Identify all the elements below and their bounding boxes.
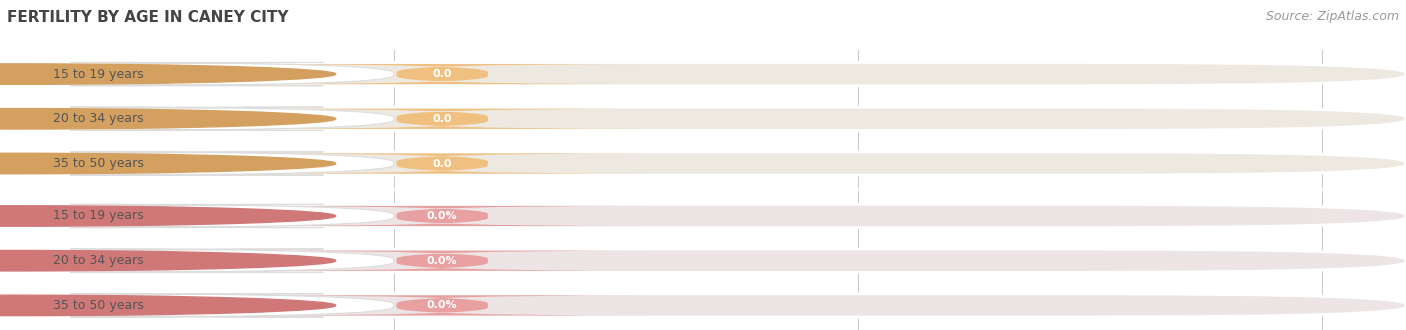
- Text: 0.0%: 0.0%: [427, 256, 457, 266]
- Text: 20 to 34 years: 20 to 34 years: [53, 112, 143, 125]
- Text: 0.0: 0.0: [433, 69, 451, 79]
- Text: 0.0: 0.0: [433, 114, 451, 124]
- FancyBboxPatch shape: [235, 251, 650, 271]
- FancyBboxPatch shape: [0, 204, 1406, 228]
- Text: 20 to 34 years: 20 to 34 years: [53, 254, 143, 267]
- Circle shape: [0, 250, 336, 271]
- FancyBboxPatch shape: [0, 152, 394, 175]
- Text: 15 to 19 years: 15 to 19 years: [53, 68, 143, 81]
- FancyBboxPatch shape: [0, 152, 1406, 175]
- FancyBboxPatch shape: [0, 107, 394, 130]
- FancyBboxPatch shape: [0, 294, 1406, 317]
- FancyBboxPatch shape: [235, 153, 650, 174]
- Text: 35 to 50 years: 35 to 50 years: [53, 299, 145, 312]
- Text: FERTILITY BY AGE IN CANEY CITY: FERTILITY BY AGE IN CANEY CITY: [7, 10, 288, 25]
- Text: 0.0%: 0.0%: [427, 211, 457, 221]
- FancyBboxPatch shape: [0, 107, 1406, 130]
- FancyBboxPatch shape: [0, 62, 1406, 86]
- Circle shape: [0, 153, 336, 174]
- Circle shape: [0, 295, 336, 315]
- FancyBboxPatch shape: [235, 64, 650, 84]
- Text: 0.0%: 0.0%: [427, 300, 457, 311]
- Circle shape: [0, 206, 336, 226]
- Text: 15 to 19 years: 15 to 19 years: [53, 210, 143, 222]
- FancyBboxPatch shape: [0, 294, 394, 317]
- FancyBboxPatch shape: [0, 249, 394, 272]
- Circle shape: [0, 109, 336, 129]
- FancyBboxPatch shape: [235, 295, 650, 315]
- FancyBboxPatch shape: [0, 204, 394, 228]
- FancyBboxPatch shape: [0, 249, 1406, 272]
- Text: Source: ZipAtlas.com: Source: ZipAtlas.com: [1265, 10, 1399, 23]
- FancyBboxPatch shape: [0, 62, 394, 86]
- Circle shape: [0, 64, 336, 84]
- Text: 0.0: 0.0: [433, 158, 451, 169]
- FancyBboxPatch shape: [235, 206, 650, 226]
- Text: 35 to 50 years: 35 to 50 years: [53, 157, 145, 170]
- FancyBboxPatch shape: [235, 109, 650, 129]
